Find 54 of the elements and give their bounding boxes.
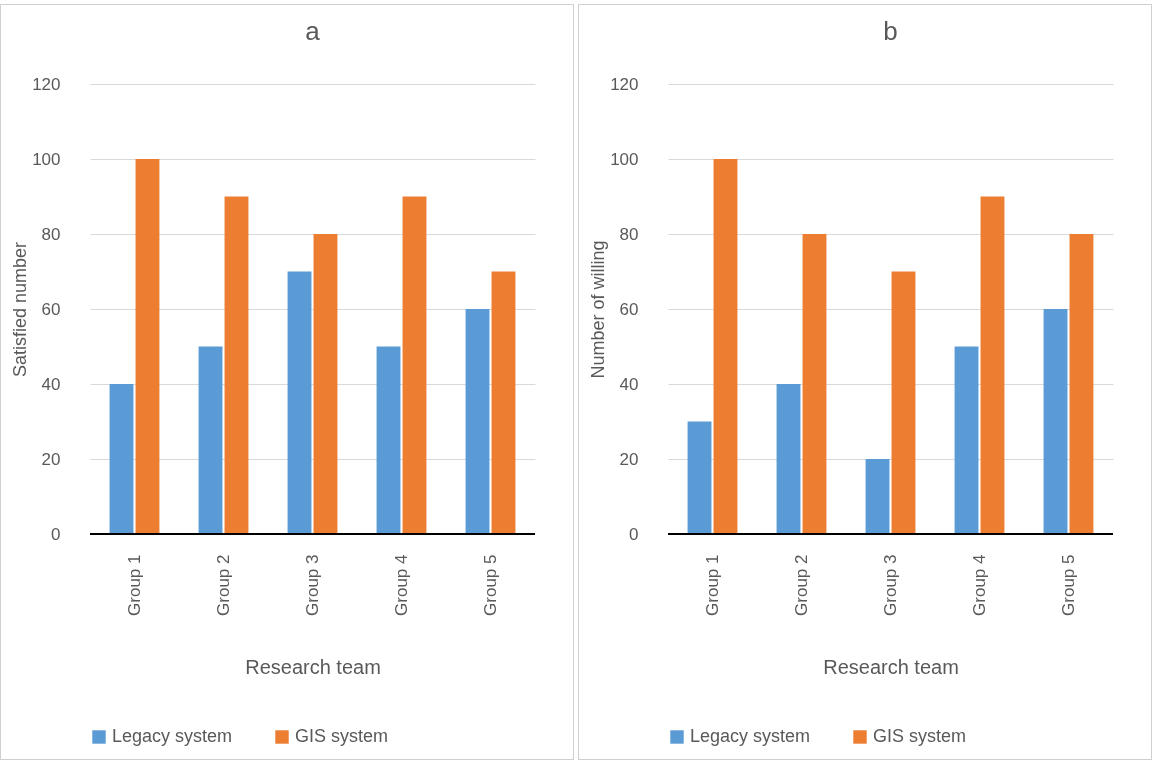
y-tick-label: 20 xyxy=(41,449,61,469)
x-tick-label: Group 5 xyxy=(1058,554,1078,616)
bar xyxy=(313,234,338,534)
y-tick-label: 0 xyxy=(51,524,61,544)
y-tick-label: 20 xyxy=(619,449,639,469)
y-axis-title: Satisfied number xyxy=(10,241,31,378)
y-tick-label: 40 xyxy=(41,374,61,394)
bar xyxy=(891,271,916,534)
bar xyxy=(802,234,827,534)
bar xyxy=(135,159,160,534)
y-tick-label: 60 xyxy=(41,299,61,319)
y-tick-label: 60 xyxy=(619,299,639,319)
legend-label: Legacy system xyxy=(112,726,233,746)
bar xyxy=(491,271,516,534)
x-tick-label: Group 1 xyxy=(124,554,144,616)
y-tick-label: 80 xyxy=(41,224,61,244)
y-tick-label: 40 xyxy=(619,374,639,394)
bar xyxy=(776,384,801,534)
legend-label: GIS system xyxy=(295,726,389,746)
bar xyxy=(376,346,401,534)
y-tick-label: 0 xyxy=(629,524,639,544)
bar xyxy=(224,196,249,534)
x-tick-label: Group 2 xyxy=(213,554,233,616)
bar xyxy=(1043,309,1068,534)
x-axis-title: Research team xyxy=(823,655,959,678)
bar xyxy=(465,309,490,534)
x-tick-label: Group 4 xyxy=(969,554,989,616)
bar xyxy=(1069,234,1094,534)
bar xyxy=(287,271,312,534)
bar xyxy=(198,346,223,534)
y-tick-label: 120 xyxy=(32,74,61,94)
x-axis-title: Research team xyxy=(245,655,381,678)
y-axis-title: Number of willing xyxy=(588,240,609,379)
chart-title: b xyxy=(883,16,898,46)
legend-label: GIS system xyxy=(873,726,967,746)
bar xyxy=(954,346,979,534)
y-tick-label: 80 xyxy=(619,224,639,244)
chart-title: a xyxy=(305,16,321,46)
x-tick-label: Group 1 xyxy=(702,554,722,616)
legend-label: Legacy system xyxy=(690,726,811,746)
y-tick-label: 120 xyxy=(610,74,639,94)
x-tick-label: Group 2 xyxy=(791,554,811,616)
y-tick-label: 100 xyxy=(32,149,61,169)
y-tick-label: 100 xyxy=(610,149,639,169)
x-tick-label: Group 5 xyxy=(480,554,500,616)
bar xyxy=(109,384,134,534)
bar xyxy=(687,421,712,534)
bar xyxy=(980,196,1005,534)
bar xyxy=(402,196,427,534)
x-tick-label: Group 3 xyxy=(302,554,322,616)
bar xyxy=(713,159,738,534)
bar xyxy=(865,459,890,534)
x-tick-label: Group 4 xyxy=(391,554,411,616)
x-tick-label: Group 3 xyxy=(880,554,900,616)
